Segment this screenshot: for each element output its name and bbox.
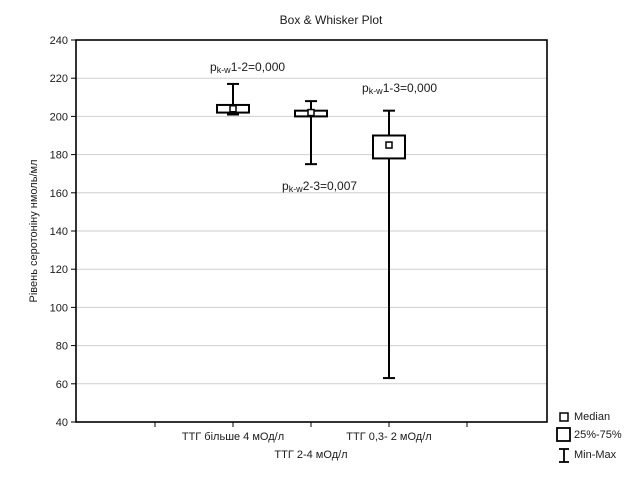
annotations: pk-w1-2=0,000 pk-w2-3=0,007 pk-w1-3=0,000 xyxy=(210,60,437,194)
p-value-annotation: pk-w1-2=0,000 xyxy=(210,60,285,75)
y-tick-label: 160 xyxy=(50,188,68,200)
y-tick-label: 60 xyxy=(56,379,68,391)
grid-lines xyxy=(76,77,547,385)
y-tick-label: 40 xyxy=(56,417,68,429)
legend-label: Min-Max xyxy=(574,449,617,461)
box-group xyxy=(216,82,250,116)
box-group xyxy=(372,109,406,380)
y-tick-label: 180 xyxy=(50,150,68,162)
median-marker xyxy=(385,141,393,149)
median-marker xyxy=(307,108,315,117)
y-tick-label: 80 xyxy=(56,341,68,353)
y-axis-label: Рівень серотоніну нмоль/мл xyxy=(28,160,40,303)
x-tick-label: ТТГ 2-4 мОд/л xyxy=(274,449,347,461)
y-tick-label: 200 xyxy=(50,111,68,123)
legend-box-icon xyxy=(556,427,571,442)
legend-label: Median xyxy=(574,411,610,423)
x-tick-label: ТТГ 0,3- 2 мОд/л xyxy=(346,431,431,443)
y-tick-label: 220 xyxy=(50,73,68,85)
chart-title: Box & Whisker Plot xyxy=(280,13,383,27)
p-value-annotation: pk-w1-3=0,000 xyxy=(362,81,437,96)
y-tick-label: 140 xyxy=(50,226,68,238)
y-tick-label: 100 xyxy=(50,302,68,314)
legend-median-icon xyxy=(559,412,569,422)
y-axis: 40 60 80 100 120 140 160 180 200 220 240 xyxy=(50,35,76,429)
x-axis: ТТГ більше 4 мОд/л ТТГ 2-4 мОд/л ТТГ 0,3- … xyxy=(154,422,468,461)
box-group xyxy=(294,100,328,166)
y-tick-label: 240 xyxy=(50,35,68,47)
legend-label: 25%-75% xyxy=(574,429,622,441)
x-tick-label: ТТГ більше 4 мОд/л xyxy=(182,431,284,443)
p-value-annotation: pk-w2-3=0,007 xyxy=(282,179,357,194)
legend: Median 25%-75% Min-Max xyxy=(556,411,622,463)
median-marker xyxy=(229,105,237,113)
y-tick-label: 120 xyxy=(50,264,68,276)
boxes xyxy=(216,82,406,380)
